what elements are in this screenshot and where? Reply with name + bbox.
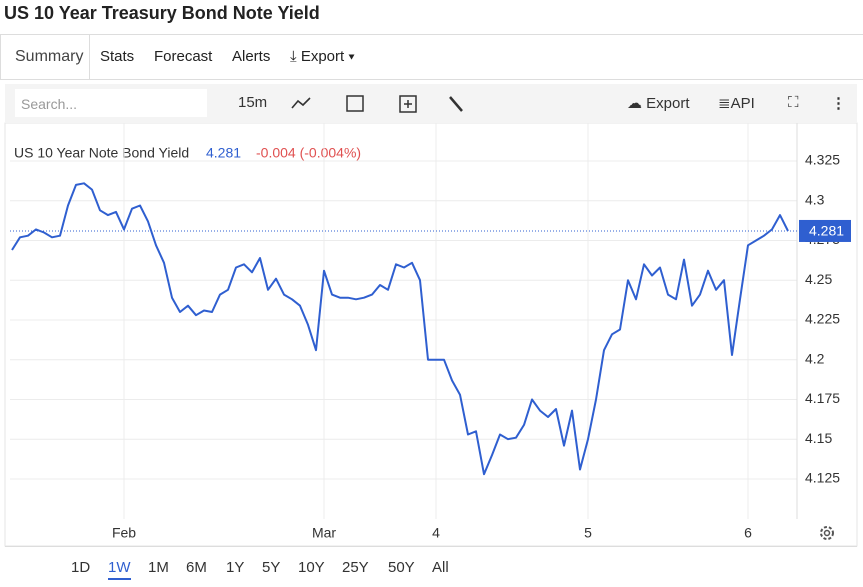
fullscreen-button[interactable]: ⛶ [788,94,799,111]
range-button[interactable]: 6M [186,559,207,576]
tab[interactable]: Alerts [232,48,271,65]
x-tick-label: 5 [584,525,592,541]
page-title: US 10 Year Treasury Bond Note Yield [4,3,320,23]
tab[interactable]: ⤓ Export ▾ [290,48,355,65]
interval-button[interactable]: 15m [238,94,268,111]
calendar-icon[interactable] [346,95,364,112]
range-bar: 1D 1W 1M 6M 1Y 5Y 10Y 25Y 50Y All [5,546,857,583]
range-button[interactable]: 50Y [388,559,415,576]
y-tick-label: 4.15 [805,430,832,446]
tab[interactable]: Forecast [154,48,213,65]
y-tick-label: 4.175 [805,390,840,406]
y-tick-label: 4.3 [805,191,825,207]
export-label: Export [646,95,690,112]
x-tick-label: 4 [432,525,440,541]
x-tick-label: Feb [112,525,136,541]
range-button[interactable]: 25Y [342,559,369,576]
range-button[interactable]: 1D [71,559,91,576]
tab[interactable]: Summary [0,35,90,79]
range-button[interactable]: 1W [108,559,131,580]
y-tick-label: 4.25 [805,271,832,287]
legend-name: US 10 Year Note Bond Yield [14,145,189,161]
search-box[interactable]: Search... [15,89,207,117]
tab[interactable]: Stats [100,48,135,65]
range-button[interactable]: 5Y [262,559,281,576]
x-tick-label: 6 [744,525,752,541]
range-button[interactable]: 1M [148,559,169,576]
grid [10,123,797,519]
plus [404,100,412,108]
range-button[interactable]: 10Y [298,559,325,576]
settings-icon[interactable] [820,526,834,540]
api-label: API [730,95,755,112]
last-value-box [799,219,851,242]
y-tick-label: 4.125 [805,470,840,486]
last-value-label: 4.281 [809,223,844,239]
legend-change: -0.004 (-0.004%) [256,145,361,161]
tab-label: Export [300,48,345,65]
add-icon[interactable] [399,95,417,113]
toolbar: Search... 15m ☁ Export ≣API ⛶ ⋮ [5,84,857,123]
export-button[interactable]: ☁ Export [627,95,690,112]
menu-button[interactable]: ⋮ [831,95,846,112]
tab-label: Summary [15,48,84,65]
y-tick-label: 4.2 [805,350,825,366]
wrench-icon[interactable] [449,96,463,112]
y-tick-label: 4.325 [805,152,840,168]
legend-value: 4.281 [206,145,241,161]
y-tick-label: 4.225 [805,311,840,327]
line-icon[interactable] [291,97,311,109]
chart-frame [4,122,858,547]
api-button[interactable]: ≣API [718,95,755,112]
tab-bar: Summary Stats Forecast Alerts ⤓ Export ▾ [0,34,863,80]
range-button[interactable]: All [432,559,449,576]
series-line [11,182,789,476]
x-tick-label: Mar [312,525,336,541]
toolbar-icons [291,95,463,113]
range-button[interactable]: 1Y [226,559,245,576]
